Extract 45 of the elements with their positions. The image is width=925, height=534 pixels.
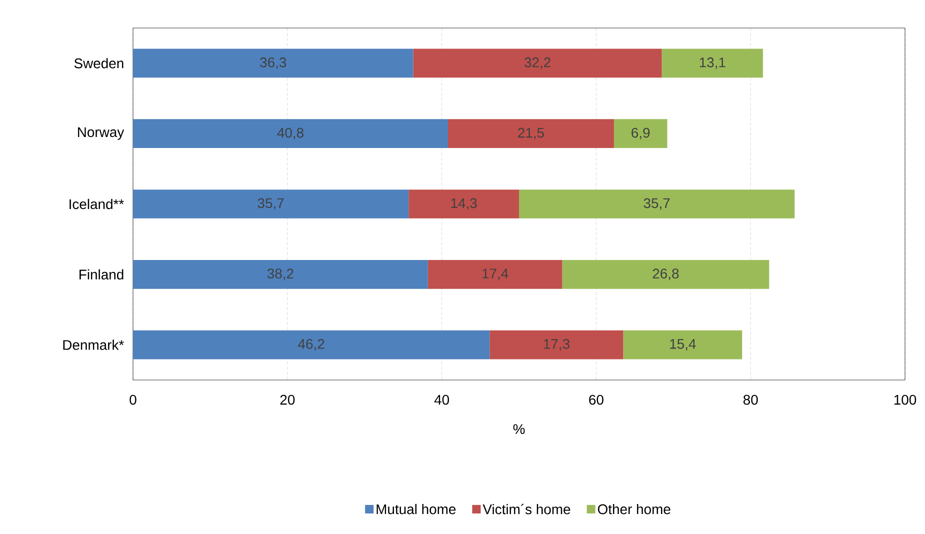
bar bbox=[428, 260, 562, 289]
y-tick-label: Sweden bbox=[74, 58, 124, 68]
bar bbox=[662, 48, 763, 78]
x-tick-label: 0 bbox=[130, 394, 136, 405]
data-label: 6,9 bbox=[632, 128, 650, 140]
bar bbox=[133, 260, 428, 289]
bar bbox=[133, 119, 448, 148]
bar bbox=[519, 190, 795, 218]
x-tick-label: 100 bbox=[894, 394, 916, 405]
data-label: 32,2 bbox=[524, 57, 550, 69]
data-label: 13,1 bbox=[700, 57, 726, 69]
data-label: 15,4 bbox=[670, 339, 696, 350]
bar bbox=[133, 330, 490, 360]
x-tick-label: 40 bbox=[434, 394, 450, 405]
data-label: 46,2 bbox=[298, 339, 324, 351]
bar bbox=[448, 119, 614, 148]
y-tick-label: Denmark* bbox=[63, 340, 124, 350]
x-tick-label: 80 bbox=[743, 394, 758, 405]
legend-label: Victim´s home bbox=[482, 504, 570, 514]
y-tick-label: Norway bbox=[78, 127, 124, 140]
bar bbox=[562, 260, 770, 289]
bar bbox=[133, 48, 414, 78]
bar bbox=[133, 190, 409, 218]
bar bbox=[614, 119, 668, 148]
data-label: 17,3 bbox=[544, 339, 570, 351]
x-tick-label: 60 bbox=[589, 394, 604, 405]
bar bbox=[490, 330, 624, 360]
data-label: 26,8 bbox=[652, 268, 679, 280]
data-label: 14,3 bbox=[451, 198, 477, 210]
data-label: 40,8 bbox=[277, 128, 304, 140]
y-tick-label: Finland bbox=[80, 269, 124, 280]
x-axis-title: % bbox=[513, 424, 525, 434]
bar bbox=[413, 48, 662, 78]
data-label: 35,7 bbox=[644, 198, 670, 210]
legend-label: Other home bbox=[598, 504, 670, 514]
legend-label: Mutual home bbox=[376, 504, 456, 514]
data-label: 35,7 bbox=[258, 198, 284, 210]
y-tick-label: Iceland** bbox=[70, 198, 124, 210]
data-label: 21,5 bbox=[518, 128, 544, 140]
data-label: 17,4 bbox=[482, 268, 508, 280]
data-label: 36,3 bbox=[260, 57, 286, 69]
bar bbox=[623, 330, 742, 360]
x-tick-label: 20 bbox=[280, 394, 295, 405]
data-label: 38,2 bbox=[267, 268, 294, 280]
bar bbox=[408, 190, 520, 218]
